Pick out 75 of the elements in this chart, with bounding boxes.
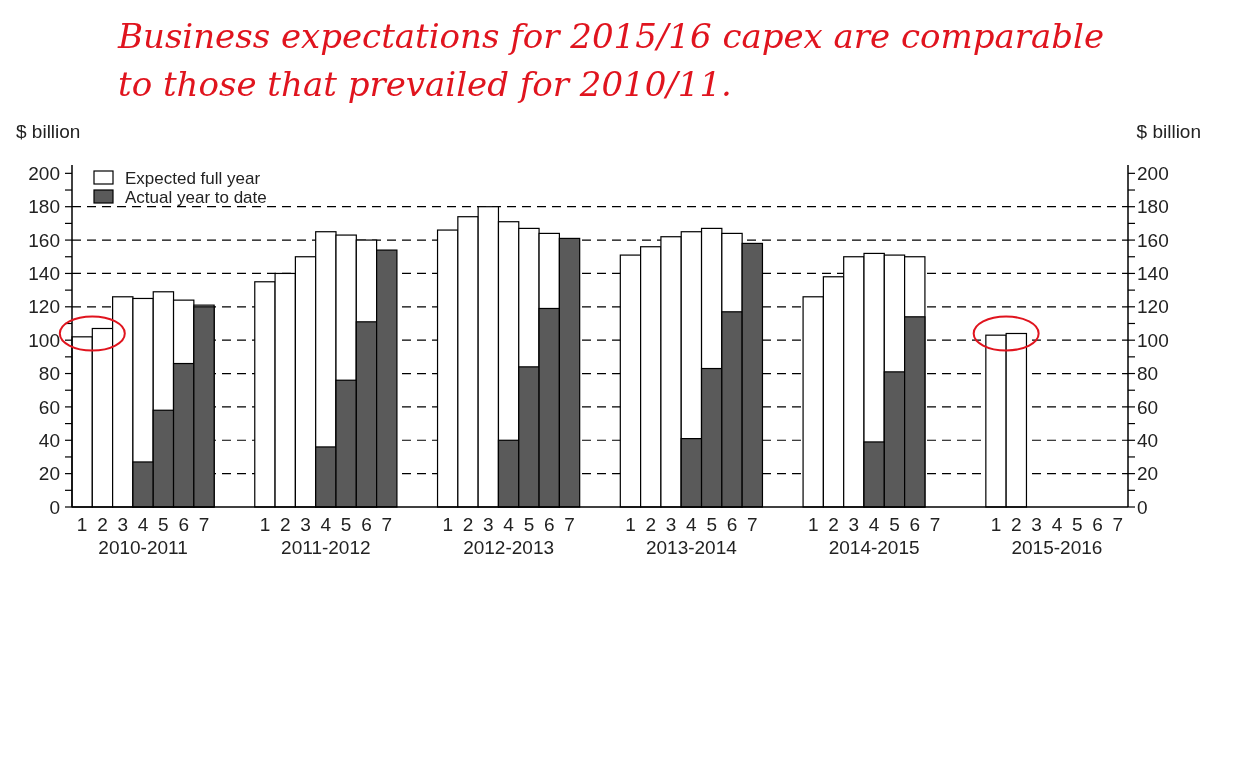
y-tick-label: 80 (38, 363, 60, 385)
x-tick-label: 4 (686, 514, 698, 535)
x-tick-label: 1 (990, 514, 1002, 535)
x-tick-label: 7 (381, 514, 393, 535)
x-tick-label: 7 (564, 514, 575, 535)
y2-tick-label: 60 (1137, 396, 1159, 418)
text: 2015-2016 (1011, 537, 1103, 558)
y2-tick-label: 0 (1137, 496, 1148, 518)
x-tick-label: 6 (543, 514, 555, 535)
text: 2014-2015 (828, 537, 920, 558)
y-tick-label: 120 (28, 296, 60, 318)
x-tick-label: 3 (1031, 514, 1042, 535)
text: 2013-2014 (645, 537, 738, 558)
x-tick-label: 7 (747, 514, 758, 535)
y2-tick-label: 200 (1137, 162, 1169, 184)
x-tick-label: 6 (1092, 514, 1103, 535)
y2-tick-label: 180 (1137, 196, 1169, 218)
y2-tick-label: 160 (1137, 229, 1169, 251)
x-tick-label: 2 (279, 514, 291, 535)
x-tick-label: 7 (1112, 514, 1124, 535)
y-tick-label: 200 (28, 162, 60, 184)
legend-label: Actual year to date (125, 187, 267, 207)
y-tick-label: 160 (28, 229, 60, 251)
y-axis-title: $ billion (16, 121, 81, 142)
x-tick-label: 3 (117, 514, 129, 535)
x-tick-label: 4 (1051, 514, 1063, 535)
y2-axis-title: $ billion (1136, 121, 1201, 142)
x-tick-label: 5 (1071, 514, 1083, 535)
x-tick-label: 5 (706, 514, 717, 535)
x-tick-label: 4 (137, 514, 149, 535)
y2-tick-label: 20 (1137, 463, 1159, 485)
x-tick-label: 3 (300, 514, 311, 535)
x-tick-label: 3 (665, 514, 677, 535)
y-tick-label: 40 (38, 429, 60, 451)
x-tick-label: 2 (645, 514, 657, 535)
chart-title: Business expectations for 2015/16 capex are comparable to those that prevailed for 2010/11. (117, 16, 1105, 104)
y-tick-label: 20 (38, 463, 60, 485)
x-tick-label: 3 (848, 514, 860, 535)
text: 2012-2013 (463, 537, 555, 558)
x-tick-label: 4 (868, 514, 880, 535)
x-tick-label: 2 (828, 514, 839, 535)
text: 2010-2011 (98, 537, 188, 558)
x-tick-label: 1 (442, 514, 453, 535)
x-tick-label: 6 (178, 514, 189, 535)
x-tick-label: 5 (523, 514, 535, 535)
y2-tick-label: 100 (1137, 329, 1169, 351)
y2-tick-label: 140 (1137, 263, 1169, 285)
y-tick-label: 0 (49, 496, 60, 518)
x-tick-label: 5 (889, 514, 900, 535)
y-tick-label: 100 (28, 329, 60, 351)
x-tick-label: 6 (361, 514, 372, 535)
x-tick-label: 2 (97, 514, 108, 535)
x-tick-label: 6 (909, 514, 921, 535)
x-tick-label: 3 (483, 514, 494, 535)
x-tick-label: 4 (320, 514, 332, 535)
text: 2011-2012 (281, 537, 371, 558)
x-tick-label: 1 (807, 514, 819, 535)
y2-tick-label: 120 (1137, 296, 1169, 318)
x-tick-label: 6 (726, 514, 738, 535)
x-tick-label: 2 (462, 514, 474, 535)
x-tick-label: 5 (158, 514, 169, 535)
x-tick-label: 2 (1011, 514, 1022, 535)
x-tick-label: 1 (259, 514, 271, 535)
x-tick-label: 7 (198, 514, 210, 535)
y-tick-label: 140 (28, 263, 60, 285)
x-tick-label: 4 (503, 514, 515, 535)
x-tick-label: 5 (340, 514, 352, 535)
x-tick-label: 7 (929, 514, 941, 535)
y2-tick-label: 40 (1137, 429, 1159, 451)
y-tick-label: 60 (38, 396, 60, 418)
y-tick-label: 180 (28, 196, 60, 218)
y2-tick-label: 80 (1137, 363, 1159, 385)
legend-label: Expected full year (125, 168, 261, 188)
x-tick-label: 1 (625, 514, 636, 535)
x-tick-label: 1 (76, 514, 88, 535)
